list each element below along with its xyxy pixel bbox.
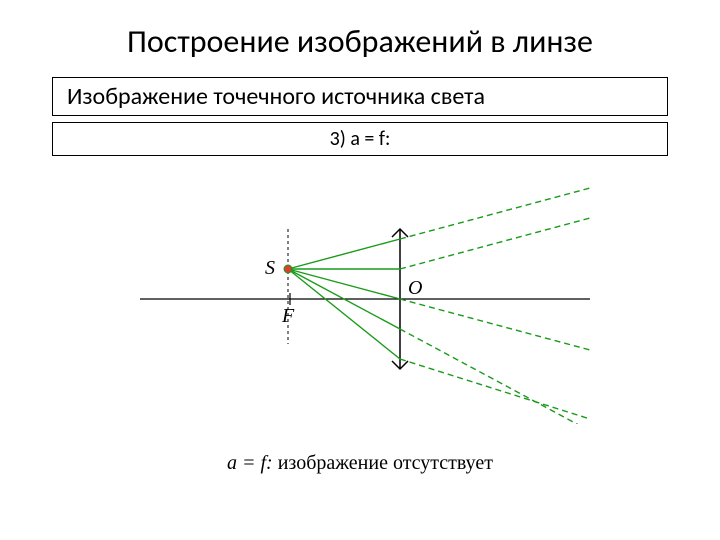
diagram-caption: a = f: изображение отсутствует — [0, 452, 720, 475]
case-label-box: 3) a = f: — [52, 122, 668, 156]
svg-text:O: O — [408, 277, 422, 299]
caption-formula: a = f: — [227, 452, 273, 474]
ray-diagram: S F O — [0, 174, 720, 434]
ray-diagram-svg: S F O — [120, 174, 600, 424]
svg-text:F: F — [281, 305, 295, 327]
caption-text: изображение отсутствует — [273, 452, 493, 474]
svg-text:S: S — [265, 257, 275, 279]
subtitle-box: Изображение точечного источника света — [52, 77, 668, 116]
slide-title: Построение изображений в линзе — [0, 0, 720, 77]
